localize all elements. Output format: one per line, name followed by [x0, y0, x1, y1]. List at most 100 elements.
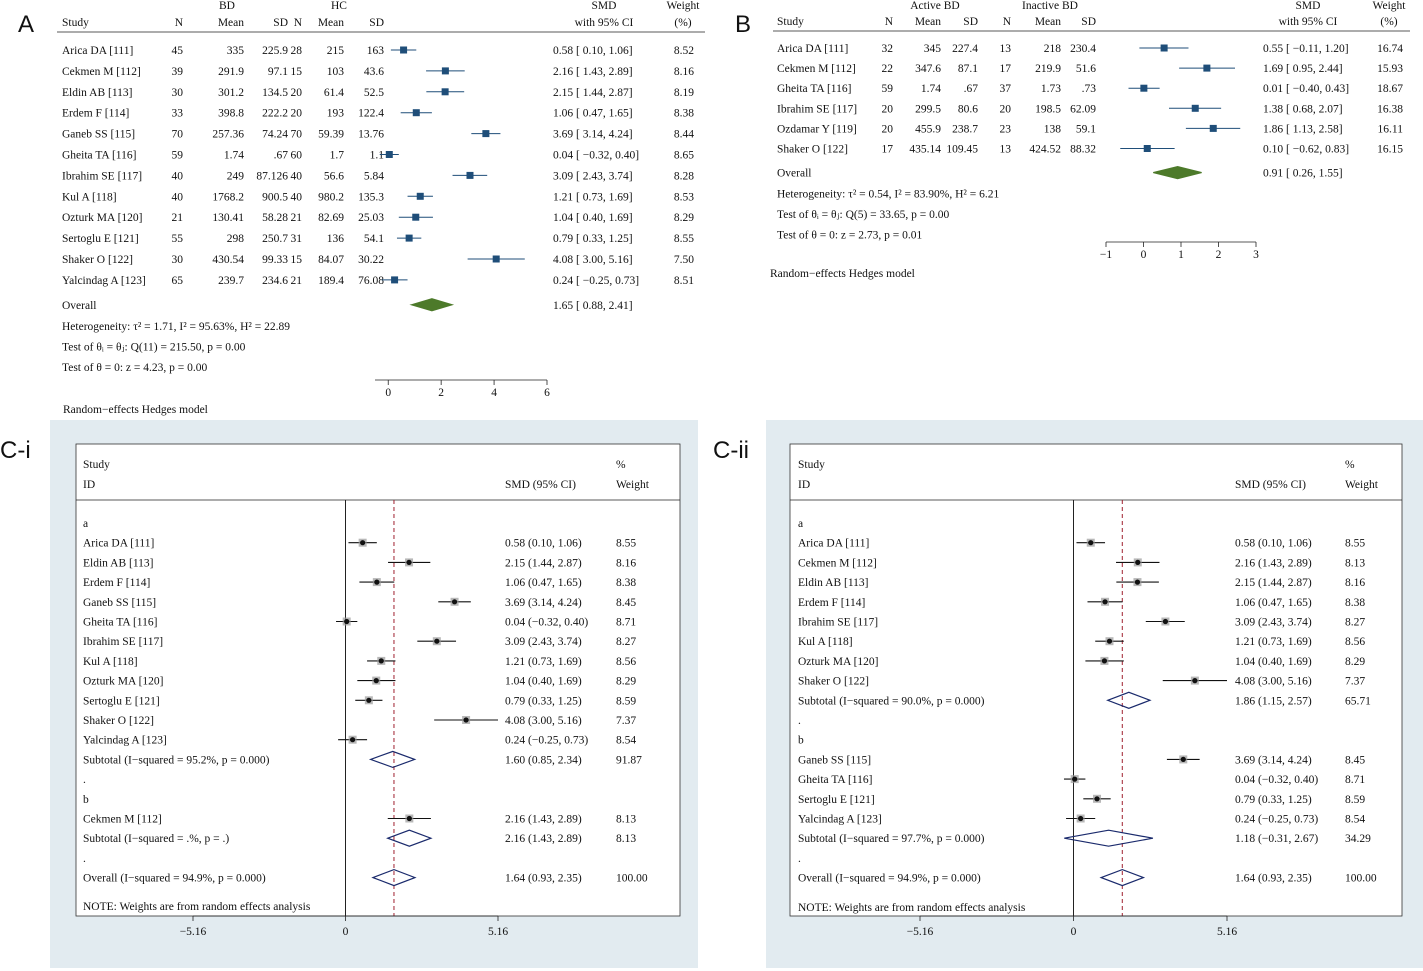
effect-ci-text: 0.58 [ 0.10, 1.06] — [553, 45, 633, 57]
subtotal-label: Subtotal (I−squared = .%, p = .) — [83, 833, 229, 845]
study-label: Gheita TA [116] — [798, 774, 872, 786]
study-value: 28 — [291, 45, 303, 57]
study-value: 30 — [172, 87, 184, 99]
point-estimate — [416, 192, 424, 200]
weight-value: 8.28 — [674, 170, 694, 182]
subtotal-label: Subtotal (I−squared = 95.2%, p = 0.000) — [83, 754, 270, 766]
column-header: Study — [83, 459, 110, 471]
weight-header: Weight — [1345, 479, 1379, 491]
study-label: Arica DA [111] — [777, 43, 848, 55]
study-value: 21 — [291, 275, 303, 287]
subtotal-diamond — [386, 829, 433, 847]
study-value: 20 — [291, 87, 303, 99]
effect-ci-text: 1.38 [ 0.68, 2.07] — [1263, 103, 1343, 115]
x-tick-label: −5.16 — [907, 926, 934, 938]
weight-value: 8.51 — [674, 275, 694, 287]
study-label: Yalcindag A [123] — [798, 814, 882, 826]
effect-ci-text: 4.08 (3.00, 5.16) — [1235, 676, 1312, 688]
x-tick-label: 3 — [1253, 249, 1259, 261]
forest-plot-a: BD HC Study N Mean SD N Mean SD SMD with 95% CI Wei… — [57, 0, 705, 416]
x-tick-label: 2 — [438, 387, 444, 399]
effect-ci-text: 1.86 (1.15, 2.57) — [1235, 695, 1312, 707]
study-label: Kul A [118] — [798, 636, 853, 648]
x-tick-label: 6 — [544, 387, 550, 399]
study-value: 1.7 — [330, 150, 345, 162]
overall-diamond — [1099, 868, 1146, 887]
subgroup-label: a — [83, 518, 88, 530]
overall-diamond — [409, 298, 455, 312]
study-value: 45 — [172, 45, 184, 57]
column-header: SD — [963, 16, 978, 28]
weight-value: 8.38 — [674, 108, 694, 120]
effect-ci-text: 2.15 (1.44, 2.87) — [1235, 577, 1312, 589]
weight-value: 8.54 — [616, 735, 636, 747]
study-value: 1.73 — [1041, 83, 1061, 95]
study-value: 21 — [291, 212, 303, 224]
study-label: Eldin AB [113] — [798, 577, 869, 589]
study-value: 130.41 — [212, 212, 244, 224]
study-value: 980.2 — [318, 191, 344, 203]
study-value: 134.5 — [262, 87, 288, 99]
study-label: Gheita TA [116] — [83, 617, 157, 629]
footnote: NOTE: Weights are from random effects an… — [798, 902, 1026, 914]
effect-ci-text: 1.04 (0.40, 1.69) — [1235, 656, 1312, 668]
study-label: Erdem F [114] — [62, 108, 129, 120]
weight-value: 16.38 — [1377, 103, 1403, 115]
study-value: 15 — [291, 66, 303, 78]
weight-value: 8.27 — [1345, 617, 1365, 629]
study-value: 52.5 — [364, 87, 384, 99]
study-label: Cekmen M [112] — [798, 557, 877, 569]
point-estimate — [412, 109, 420, 117]
study-value: 257.36 — [212, 129, 244, 141]
study-label: Ozturk MA [120] — [62, 212, 143, 224]
heterogeneity-stat: Heterogeneity: τ² = 1.71, I² = 95.63%, H… — [62, 321, 290, 333]
x-tick-label: −5.16 — [180, 926, 207, 938]
weight-value: 16.11 — [1378, 123, 1404, 135]
effect-ci-text: 2.16 (1.43, 2.89) — [505, 833, 582, 845]
effect-ci-text: 2.16 [ 1.43, 2.89] — [553, 66, 633, 78]
weight-value: 8.27 — [616, 636, 636, 648]
effect-ci-text: 1.21 (0.73, 1.69) — [1235, 636, 1312, 648]
effect-ci-text: 0.58 (0.10, 1.06) — [505, 538, 582, 550]
column-header: SD — [369, 17, 384, 29]
study-value: 335 — [227, 45, 245, 57]
point-estimate — [1101, 658, 1108, 664]
study-value: 234.6 — [262, 275, 288, 287]
weight-header: Weight — [667, 0, 701, 12]
forest-plot-c-ii: Study ID SMD (95% CI)% Weight a Arica DA [111… — [790, 459, 1402, 938]
x-tick-label: 2 — [1216, 249, 1222, 261]
study-value: 900.5 — [262, 191, 288, 203]
subgroup-label: b — [798, 735, 804, 747]
study-value: 398.8 — [218, 108, 244, 120]
point-estimate — [1102, 599, 1108, 605]
weight-header: (%) — [674, 17, 691, 29]
study-label: Kul A [118] — [62, 191, 117, 203]
weight-value: 8.55 — [616, 538, 636, 550]
study-value: 13 — [1000, 144, 1012, 156]
weight-value: 18.67 — [1377, 83, 1403, 95]
effect-ci-text: 0.24 (−0.25, 0.73) — [505, 735, 588, 747]
weight-value: 8.54 — [1345, 814, 1365, 826]
heterogeneity-stat: Test of θ = 0: z = 4.23, p = 0.00 — [62, 362, 207, 374]
heterogeneity-stat: Test of θᵢ = θⱼ: Q(5) = 33.65, p = 0.00 — [777, 209, 950, 221]
effect-ci-text: 1.69 [ 0.95, 2.44] — [1263, 63, 1343, 75]
study-value: 225.9 — [262, 45, 288, 57]
subgroup-label: . — [798, 715, 801, 727]
study-value: 30 — [172, 254, 184, 266]
point-estimate — [349, 737, 356, 743]
weight-header: (%) — [1380, 16, 1397, 28]
effect-ci-text: 0.04 [ −0.32, 0.40] — [553, 150, 639, 162]
effect-ci-text: 1.64 (0.93, 2.35) — [505, 873, 582, 885]
effect-ci-text: 0.24 [ −0.25, 0.73] — [553, 275, 639, 287]
study-value: 230.4 — [1070, 43, 1096, 55]
study-label: Ozturk MA [120] — [83, 676, 164, 688]
study-value: 40 — [291, 170, 303, 182]
weight-value: 100.00 — [616, 873, 648, 885]
subgroup-label: b — [83, 794, 89, 806]
weight-value: 8.29 — [616, 676, 636, 688]
study-value: .73 — [1082, 83, 1097, 95]
study-value: 103 — [327, 66, 345, 78]
study-value: 215 — [327, 45, 345, 57]
study-value: 88.32 — [1070, 144, 1096, 156]
effect-ci-text: 0.79 (0.33, 1.25) — [505, 695, 582, 707]
